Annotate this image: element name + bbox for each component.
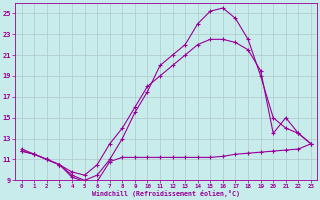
X-axis label: Windchill (Refroidissement éolien,°C): Windchill (Refroidissement éolien,°C) (92, 190, 240, 197)
